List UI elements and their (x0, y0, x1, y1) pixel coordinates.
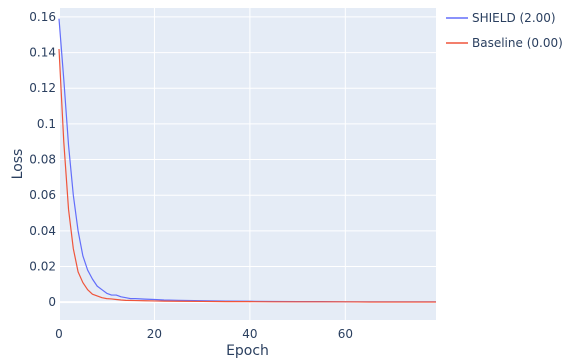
y-tick-label: 0.1 (37, 117, 56, 131)
gridlines (59, 8, 436, 320)
series-lines (58, 18, 436, 303)
legend-label-1: Baseline (0.00) (472, 36, 563, 50)
y-tick-label: 0.06 (29, 188, 56, 202)
y-tick-label: 0.02 (29, 260, 56, 274)
series-line-1 (58, 48, 436, 303)
y-tick-label: 0.14 (29, 46, 56, 60)
y-axis-ticks: 0 0.02 0.04 0.06 0.08 0.1 0.12 0.14 0.16 (29, 10, 56, 309)
x-tick-label: 20 (147, 327, 162, 341)
legend-label-0: SHIELD (2.00) (472, 11, 556, 25)
y-tick-label: 0.04 (29, 224, 56, 238)
y-axis-title: Loss (10, 149, 26, 180)
x-tick-label: 60 (338, 327, 353, 341)
x-axis-ticks: 0 20 40 60 (55, 327, 353, 341)
y-tick-label: 0.12 (29, 81, 56, 95)
plot-area (59, 8, 436, 320)
x-tick-label: 40 (242, 327, 257, 341)
y-tick-label: 0.16 (29, 10, 56, 24)
x-axis-title: Epoch (226, 343, 269, 359)
x-tick-label: 0 (55, 327, 63, 341)
y-tick-label: 0 (48, 295, 56, 309)
legend: SHIELD (2.00) Baseline (0.00) (446, 11, 563, 50)
y-tick-label: 0.08 (29, 153, 56, 167)
